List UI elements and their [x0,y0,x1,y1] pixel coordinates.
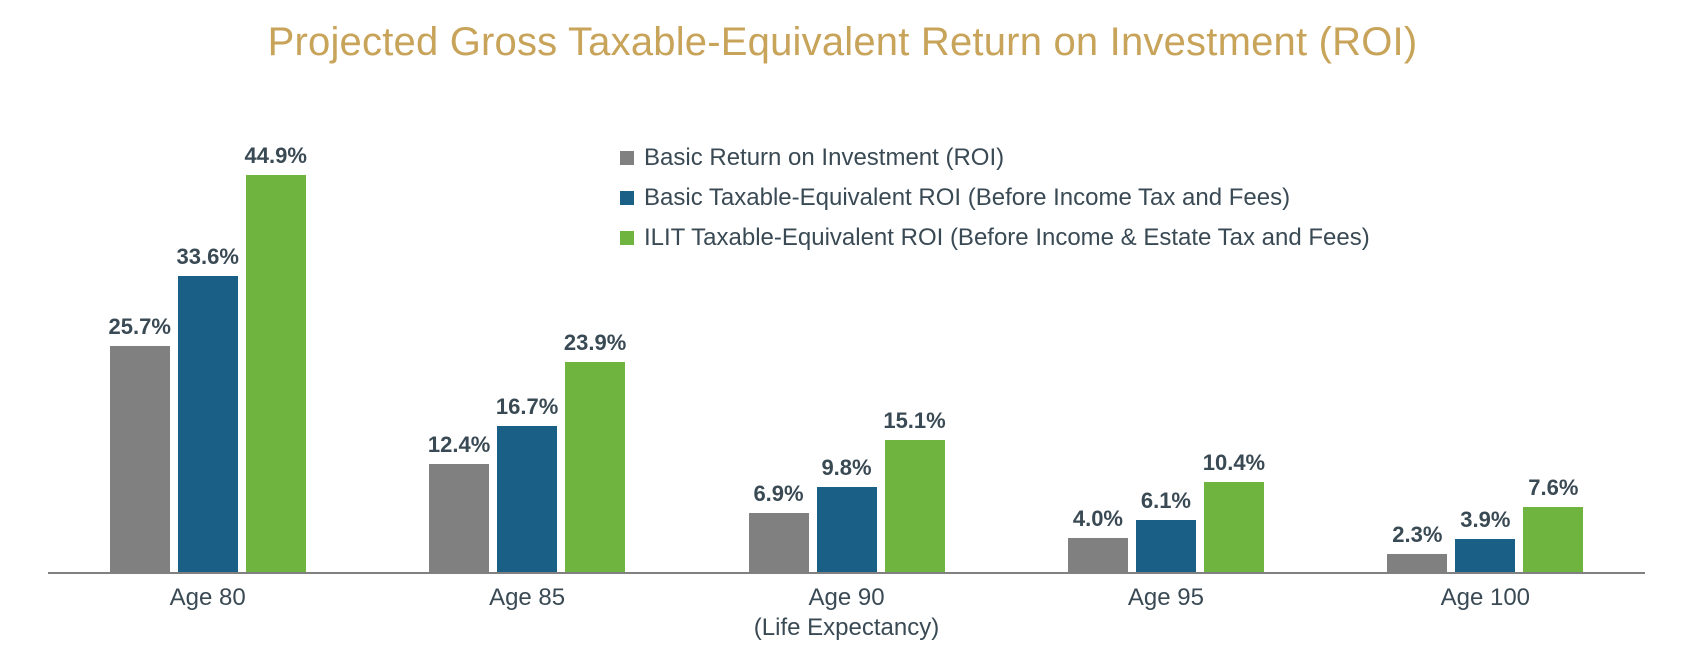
x-axis-label-text: Age 85 [367,584,686,612]
bar-column: 44.9% [246,143,306,574]
bar [110,346,170,574]
bar [1523,507,1583,574]
chart-title: Projected Gross Taxable-Equivalent Retur… [0,20,1685,65]
bar-column: 33.6% [178,244,238,574]
bar-group: 12.4%16.7% 23.9% [367,130,686,574]
roi-chart: Projected Gross Taxable-Equivalent Retur… [0,0,1685,659]
bar [1136,520,1196,574]
bar-value-label: 12.4% [428,432,490,458]
bar [565,362,625,574]
bar [429,464,489,574]
x-axis-sublabel: (Life Expectancy) [687,614,1006,642]
bar-group: 4.0% 6.1% 10.4% [1006,130,1325,574]
bar-group: 6.9% 9.8% 15.1% [687,130,1006,574]
bar [885,440,945,574]
bar [178,276,238,574]
bar-value-label: 6.1% [1141,488,1191,514]
bar-value-label: 4.0% [1073,506,1123,532]
bar-value-label: 3.9% [1460,507,1510,533]
bar-value-label: 6.9% [753,481,803,507]
bar-value-label: 9.8% [821,455,871,481]
bar-column: 6.1% [1136,488,1196,574]
bar-column: 7.6% [1523,475,1583,574]
x-axis-label: Age 85 [367,574,686,659]
bar-value-label: 16.7% [496,394,558,420]
bar-column: 3.9% [1455,507,1515,574]
x-axis-label-text: Age 95 [1006,584,1325,612]
bar [749,513,809,574]
bar-groups: 25.7% 33.6% 44.9% 12.4%16.7% 23.9% 6.9% 9.8% 15… [48,130,1645,574]
x-axis-label: Age 80 [48,574,367,659]
bar-value-label: 44.9% [245,143,307,169]
bar-column: 4.0% [1068,506,1128,574]
x-axis-label-text: Age 100 [1326,584,1645,612]
x-axis-label-text: Age 80 [48,584,367,612]
bar-column: 15.1% [885,408,945,574]
bar-column: 9.8% [817,455,877,574]
bar [817,487,877,574]
x-axis-label: Age 90(Life Expectancy) [687,574,1006,659]
x-axis-label: Age 100 [1326,574,1645,659]
bar [497,426,557,574]
bar-value-label: 7.6% [1528,475,1578,501]
bar [1068,538,1128,574]
bar [246,175,306,574]
bar-value-label: 10.4% [1203,450,1265,476]
bar-column: 12.4% [429,432,489,574]
bar-value-label: 33.6% [177,244,239,270]
bar [1204,482,1264,574]
bar-column: 6.9% [749,481,809,574]
bar-group: 2.3% 3.9% 7.6% [1326,130,1645,574]
bar-column: 16.7% [497,394,557,574]
bar [1455,539,1515,574]
bar-value-label: 23.9% [564,330,626,356]
bar [1387,554,1447,574]
x-axis-label: Age 95 [1006,574,1325,659]
bar-column: 2.3% [1387,522,1447,574]
x-axis-labels: Age 80Age 85Age 90(Life Expectancy)Age 9… [48,574,1645,659]
plot-area: 25.7% 33.6% 44.9% 12.4%16.7% 23.9% 6.9% 9.8% 15… [48,130,1645,574]
bar-column: 10.4% [1204,450,1264,574]
bar-value-label: 2.3% [1392,522,1442,548]
bar-column: 23.9% [565,330,625,574]
bar-value-label: 25.7% [109,314,171,340]
bar-group: 25.7% 33.6% 44.9% [48,130,367,574]
x-axis-label-text: Age 90 [687,584,1006,612]
bar-column: 25.7% [110,314,170,574]
bar-value-label: 15.1% [883,408,945,434]
